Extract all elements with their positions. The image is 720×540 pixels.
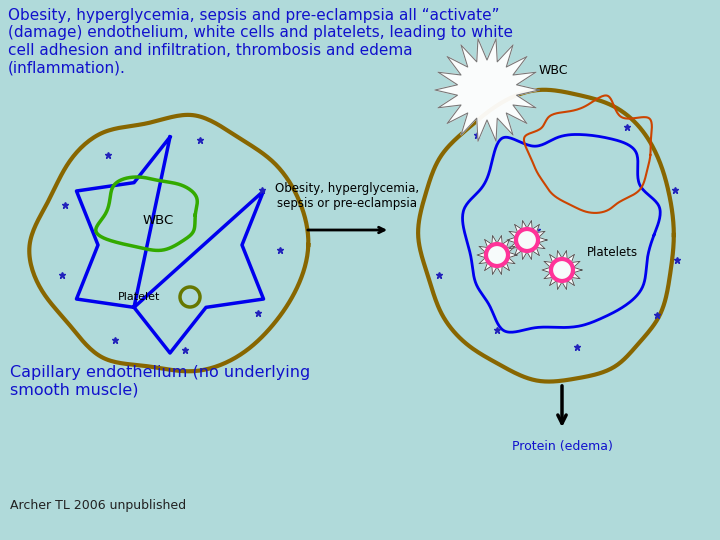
Polygon shape bbox=[30, 115, 308, 372]
Polygon shape bbox=[435, 39, 539, 141]
Text: Capillary endothelium (no underlying
smooth muscle): Capillary endothelium (no underlying smo… bbox=[10, 365, 310, 397]
Text: WBC: WBC bbox=[143, 213, 174, 226]
Text: Obesity, hyperglycemia, sepsis and pre-eclampsia all “activate”
(damage) endothe: Obesity, hyperglycemia, sepsis and pre-e… bbox=[8, 8, 513, 75]
Polygon shape bbox=[507, 220, 547, 260]
Text: Protein (edema): Protein (edema) bbox=[512, 440, 613, 453]
Text: WBC: WBC bbox=[539, 64, 569, 77]
Polygon shape bbox=[477, 235, 517, 274]
Text: Platelets: Platelets bbox=[587, 246, 638, 260]
Polygon shape bbox=[418, 90, 674, 382]
Text: Obesity, hyperglycemia,
sepsis or pre-eclampsia: Obesity, hyperglycemia, sepsis or pre-ec… bbox=[275, 182, 419, 210]
Text: Platelet: Platelet bbox=[117, 292, 160, 302]
Text: Archer TL 2006 unpublished: Archer TL 2006 unpublished bbox=[10, 499, 186, 512]
Polygon shape bbox=[542, 251, 582, 289]
